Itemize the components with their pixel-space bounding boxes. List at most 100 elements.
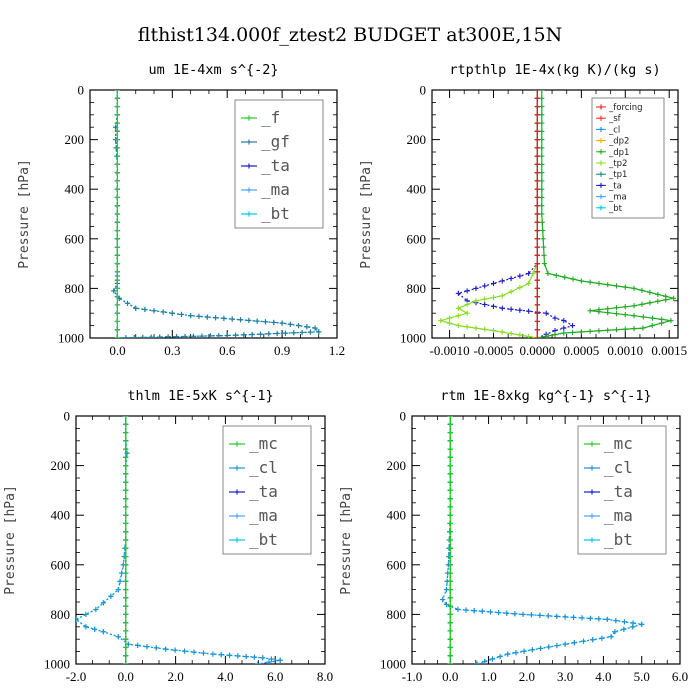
panel-title: um 1E-4xm s^{-2} [148, 62, 278, 78]
legend-label: _ta [261, 156, 290, 175]
y-tick-label: 0 [64, 409, 71, 424]
y-tick-label: 0 [420, 83, 427, 98]
legend-label: _ta [604, 482, 633, 501]
legend-label: _ma [261, 180, 290, 199]
legend: _mc _cl _ta _ma _bt [222, 425, 312, 555]
x-tick-label: 5.0 [634, 669, 650, 684]
y-tick-label: 1000 [58, 331, 84, 346]
x-tick-label: 0.3 [164, 343, 180, 358]
y-tick-label: 400 [65, 182, 85, 197]
y-tick-label: 800 [407, 281, 427, 296]
x-tick-label: 0.6 [219, 343, 236, 358]
legend-label: _bt [261, 204, 290, 223]
chart-panel-2: rtpthlp 1E-4x(kg K)/(kg s) Pressure [hPa]… [359, 62, 687, 358]
panel-title: rtm 1E-8xkg kg^{-1} s^{-1} [440, 388, 651, 404]
y-tick-label: 600 [387, 557, 407, 572]
x-tick-label: 8.0 [317, 669, 333, 684]
legend-label: _dp2 [608, 137, 629, 147]
y-tick-label: 400 [51, 508, 71, 523]
legend-label: _ta [249, 482, 278, 501]
legend-label: _forcing [608, 103, 643, 113]
x-tick-label: 0.0 [118, 669, 134, 684]
legend-label: _gf [261, 132, 290, 151]
y-tick-label: 800 [65, 281, 85, 296]
x-tick-label: 4.0 [595, 669, 611, 684]
chart-panel-3: thlm 1E-5xK s^{-1} Pressure [hPa] 0 200 400 6… [3, 388, 333, 684]
legend-label: _ma [608, 193, 627, 203]
x-tick-label: -0.0010 [430, 343, 470, 358]
y-tick-label: 800 [387, 607, 407, 622]
legend: _f _gf _ta _ma _bt [234, 99, 324, 229]
legend-box [591, 97, 665, 219]
legend-label: _dp1 [608, 148, 629, 158]
x-tick-label: -0.0005 [473, 343, 513, 358]
y-tick-label: 200 [387, 458, 407, 473]
x-tick-label: 0.0 [442, 669, 458, 684]
series-group [438, 90, 677, 338]
legend: _mc _cl _ta _ma _bt [577, 425, 667, 555]
y-tick-label: 200 [51, 458, 71, 473]
y-tick-label: 400 [387, 508, 407, 523]
x-tick-label: 0.0000 [520, 343, 556, 358]
x-tick-label: 0.0010 [607, 343, 643, 358]
legend: _forcing_sf_cl _dp2_dp1_tp2_tp1_ta _ma_bt [591, 97, 665, 219]
x-tick-label: -2.0 [66, 669, 87, 684]
x-tick-label: 1.2 [329, 343, 345, 358]
y-tick-label: 1000 [44, 657, 70, 672]
legend-label: _tp2 [608, 159, 627, 169]
series-group [111, 90, 322, 338]
y-tick-label: 1000 [380, 657, 406, 672]
series-group [440, 416, 645, 664]
legend-label: _cl [604, 458, 633, 477]
x-tick-label: 0.0 [109, 343, 125, 358]
y-tick-label: 1000 [400, 331, 426, 346]
legend-label: _tp1 [608, 170, 627, 180]
x-tick-label: 0.9 [274, 343, 290, 358]
legend-label: _cl [608, 125, 620, 135]
y-tick-label: 200 [65, 132, 85, 147]
x-tick-label: 6.0 [267, 669, 283, 684]
y-tick-label: 800 [51, 607, 71, 622]
x-tick-label: 2.0 [167, 669, 183, 684]
legend-label: _bt [608, 204, 623, 214]
legend-box [577, 425, 667, 555]
panel-title: rtpthlp 1E-4x(kg K)/(kg s) [449, 62, 660, 78]
series-group [76, 416, 283, 664]
y-tick-label: 0 [400, 409, 407, 424]
x-tick-label: 0.0005 [563, 343, 599, 358]
x-tick-label: 6.0 [672, 669, 688, 684]
x-tick-label: -1.0 [402, 669, 423, 684]
legend-label: _sf [608, 114, 622, 124]
series-line-tp2 [438, 90, 538, 338]
x-tick-label: 4.0 [217, 669, 233, 684]
y-axis-label: Pressure [hPa] [339, 485, 354, 595]
y-tick-label: 400 [407, 182, 427, 197]
y-tick-label: 600 [65, 231, 85, 246]
x-tick-label: 1.0 [480, 669, 496, 684]
legend-label: _ma [604, 506, 633, 525]
legend-box [234, 99, 324, 229]
legend-label: _bt [604, 530, 633, 549]
x-tick-label: 0.0015 [651, 343, 687, 358]
legend-label: _ta [608, 181, 622, 191]
legend-label: _ma [249, 506, 278, 525]
y-tick-label: 600 [407, 231, 427, 246]
panel-title: thlm 1E-5xK s^{-1} [127, 388, 273, 404]
y-tick-label: 200 [407, 132, 427, 147]
chart-panel-4: rtm 1E-8xkg kg^{-1} s^{-1} Pressure [hPa]… [339, 388, 688, 684]
legend-label: _mc [249, 434, 278, 453]
chart-panel-1: um 1E-4xm s^{-2} Pressure [hPa] 0 200 400 600… [17, 62, 345, 358]
y-axis-label: Pressure [hPa] [17, 159, 32, 269]
legend-label: _mc [604, 434, 633, 453]
legend-label: _bt [249, 530, 278, 549]
figure-title: flthist134.000f_ztest2 BUDGET at300E,15N [138, 24, 562, 46]
y-tick-label: 0 [78, 83, 85, 98]
y-axis-label: Pressure [hPa] [3, 485, 18, 595]
y-axis-label: Pressure [hPa] [359, 159, 374, 269]
x-tick-label: 2.0 [519, 669, 535, 684]
x-tick-label: 3.0 [557, 669, 573, 684]
legend-label: _f [261, 108, 280, 127]
legend-box [222, 425, 312, 555]
legend-label: _cl [249, 458, 278, 477]
